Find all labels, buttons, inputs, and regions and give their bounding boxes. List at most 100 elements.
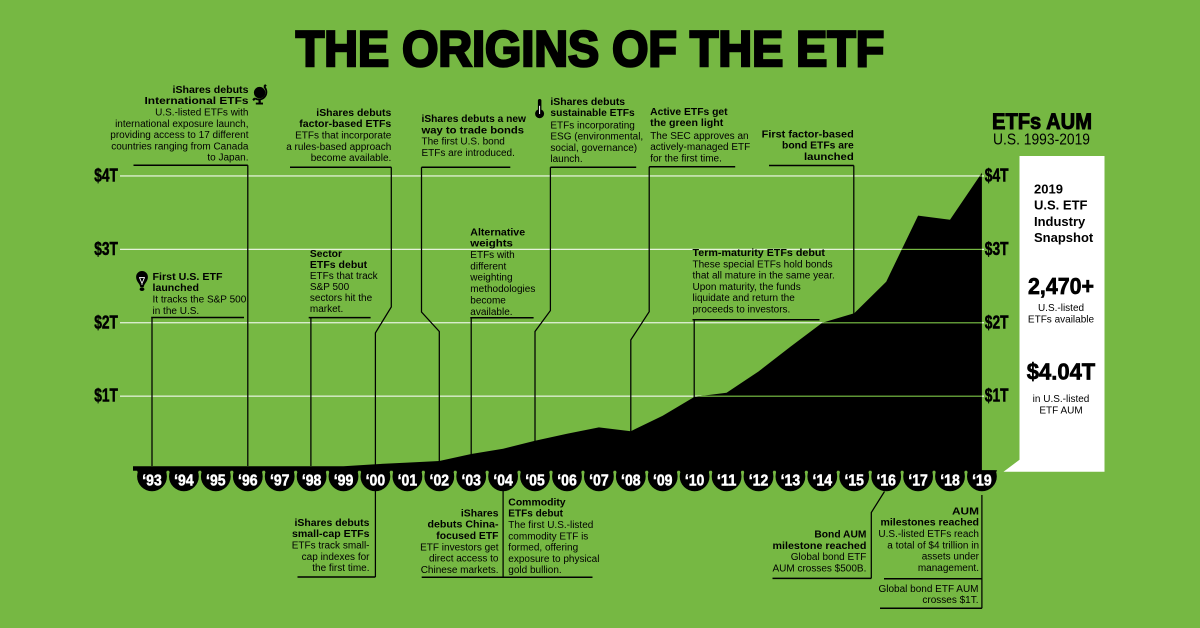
svg-text:Alternative: Alternative — [470, 227, 525, 238]
svg-text:Snapshot: Snapshot — [1034, 230, 1094, 245]
svg-text:ESG (environmental,: ESG (environmental, — [550, 132, 643, 143]
svg-text:‘94: ‘94 — [174, 473, 194, 490]
svg-text:that all mature in the same ye: that all mature in the same year. — [693, 271, 835, 282]
svg-text:iShares: iShares — [461, 508, 499, 519]
svg-text:ETFs are introduced.: ETFs are introduced. — [422, 148, 515, 159]
svg-text:U.S. ETF: U.S. ETF — [1034, 198, 1088, 213]
svg-text:U.S.-listed ETFs with: U.S.-listed ETFs with — [155, 108, 248, 119]
svg-text:become available.: become available. — [311, 153, 392, 164]
svg-text:iShares debuts: iShares debuts — [295, 518, 370, 529]
svg-text:ETFs that incorporate: ETFs that incorporate — [295, 131, 392, 142]
svg-text:launched: launched — [153, 283, 200, 294]
svg-text:become: become — [470, 295, 506, 306]
svg-text:ETFs track small-: ETFs track small- — [292, 541, 370, 552]
svg-text:Active ETFs get: Active ETFs get — [650, 107, 728, 118]
svg-text:‘08: ‘08 — [621, 473, 641, 490]
svg-text:in U.S.-listed: in U.S.-listed — [1033, 394, 1090, 405]
svg-text:Industry: Industry — [1034, 214, 1086, 229]
svg-text:cap indexes for: cap indexes for — [302, 552, 370, 563]
svg-text:assets under: assets under — [922, 552, 980, 563]
svg-text:$4.04T: $4.04T — [1027, 359, 1096, 385]
svg-text:ETF AUM: ETF AUM — [1039, 406, 1082, 417]
svg-text:proceeds to investors.: proceeds to investors. — [693, 305, 791, 316]
svg-text:iShares debuts: iShares debuts — [550, 97, 625, 108]
svg-text:‘02: ‘02 — [430, 473, 450, 490]
svg-text:focused ETF: focused ETF — [436, 531, 498, 542]
svg-text:crosses $1T.: crosses $1T. — [922, 595, 978, 606]
svg-text:different: different — [470, 261, 506, 272]
svg-text:debuts China-: debuts China- — [428, 520, 499, 531]
svg-text:ETFs debut: ETFs debut — [508, 509, 563, 520]
svg-text:‘13: ‘13 — [781, 473, 801, 490]
svg-text:countries ranging from Canada: countries ranging from Canada — [111, 141, 249, 152]
svg-text:THE ORIGINS OF THE ETF: THE ORIGINS OF THE ETF — [296, 20, 885, 77]
svg-text:‘99: ‘99 — [334, 473, 354, 490]
svg-text:$3T: $3T — [985, 239, 1009, 259]
svg-text:$4T: $4T — [94, 166, 118, 186]
svg-text:It tracks the S&P 500: It tracks the S&P 500 — [153, 295, 247, 306]
svg-text:‘12: ‘12 — [749, 473, 769, 490]
svg-text:Commodity: Commodity — [508, 497, 566, 508]
svg-text:The first U.S. bond: The first U.S. bond — [422, 137, 505, 148]
svg-text:the first time.: the first time. — [312, 563, 369, 574]
svg-text:2,470+: 2,470+ — [1028, 273, 1094, 299]
svg-text:sectors hit the: sectors hit the — [310, 293, 373, 304]
svg-text:$4T: $4T — [985, 166, 1009, 186]
svg-text:AUM: AUM — [952, 506, 979, 517]
svg-text:Global bond ETF AUM: Global bond ETF AUM — [878, 584, 978, 595]
svg-text:a total of $4 trillion in: a total of $4 trillion in — [887, 540, 979, 551]
svg-text:‘06: ‘06 — [557, 473, 577, 490]
svg-text:ETF investors get: ETF investors get — [420, 542, 499, 553]
svg-text:‘05: ‘05 — [525, 473, 545, 490]
svg-text:$1T: $1T — [985, 386, 1009, 406]
svg-text:ETFs that track: ETFs that track — [310, 271, 379, 282]
svg-text:AUM crosses $500B.: AUM crosses $500B. — [772, 563, 866, 574]
svg-text:formed, offering: formed, offering — [508, 543, 578, 554]
svg-text:market.: market. — [310, 304, 343, 315]
svg-text:bond ETFs are: bond ETFs are — [782, 141, 854, 152]
svg-text:‘93: ‘93 — [142, 473, 162, 490]
svg-text:to Japan.: to Japan. — [207, 153, 248, 164]
svg-text:social, governance): social, governance) — [550, 143, 637, 154]
svg-text:‘18: ‘18 — [940, 473, 960, 490]
svg-text:‘04: ‘04 — [493, 473, 513, 490]
svg-text:The SEC approves an: The SEC approves an — [650, 131, 748, 142]
svg-text:for the first time.: for the first time. — [650, 153, 722, 164]
svg-text:‘17: ‘17 — [908, 473, 928, 490]
svg-text:‘19: ‘19 — [972, 473, 992, 490]
svg-text:U.S. 1993-2019: U.S. 1993-2019 — [993, 132, 1090, 149]
svg-text:S&P 500: S&P 500 — [310, 282, 350, 293]
svg-text:management.: management. — [918, 563, 979, 574]
svg-text:‘09: ‘09 — [653, 473, 673, 490]
svg-text:international exposure launch,: international exposure launch, — [115, 119, 248, 130]
svg-text:way to trade bonds: way to trade bonds — [420, 125, 524, 136]
svg-text:‘11: ‘11 — [717, 473, 737, 490]
svg-text:Upon maturity, the funds: Upon maturity, the funds — [693, 282, 801, 293]
svg-text:commodity ETF is: commodity ETF is — [508, 531, 588, 542]
svg-text:exposure to physical: exposure to physical — [508, 554, 599, 565]
svg-text:‘14: ‘14 — [813, 473, 833, 490]
svg-text:‘07: ‘07 — [589, 473, 609, 490]
svg-text:factor-based ETFs: factor-based ETFs — [299, 119, 391, 130]
svg-text:ETFs AUM: ETFs AUM — [992, 109, 1092, 134]
svg-text:The first U.S.-listed: The first U.S.-listed — [508, 520, 593, 531]
svg-text:direct access to: direct access to — [429, 554, 499, 565]
svg-text:liquidate and return the: liquidate and return the — [693, 293, 796, 304]
svg-text:Term-maturity ETFs debut: Term-maturity ETFs debut — [693, 248, 826, 259]
svg-text:weights: weights — [469, 239, 513, 250]
svg-text:‘10: ‘10 — [685, 473, 705, 490]
svg-text:weighting: weighting — [469, 273, 512, 284]
svg-text:a rules-based approach: a rules-based approach — [286, 142, 391, 153]
svg-text:‘98: ‘98 — [302, 473, 322, 490]
svg-text:‘00: ‘00 — [366, 473, 386, 490]
svg-text:These special ETFs hold bonds: These special ETFs hold bonds — [693, 259, 833, 270]
svg-text:available.: available. — [470, 307, 512, 318]
svg-text:gold bullion.: gold bullion. — [508, 565, 561, 576]
svg-text:launched: launched — [804, 152, 854, 163]
svg-text:sustainable ETFs: sustainable ETFs — [550, 108, 635, 119]
svg-text:in the U.S.: in the U.S. — [153, 306, 200, 317]
svg-text:actively-managed ETF: actively-managed ETF — [650, 142, 750, 153]
svg-text:2019: 2019 — [1034, 181, 1063, 196]
svg-text:small-cap ETFs: small-cap ETFs — [292, 529, 370, 540]
svg-text:Global bond ETF: Global bond ETF — [791, 552, 867, 563]
